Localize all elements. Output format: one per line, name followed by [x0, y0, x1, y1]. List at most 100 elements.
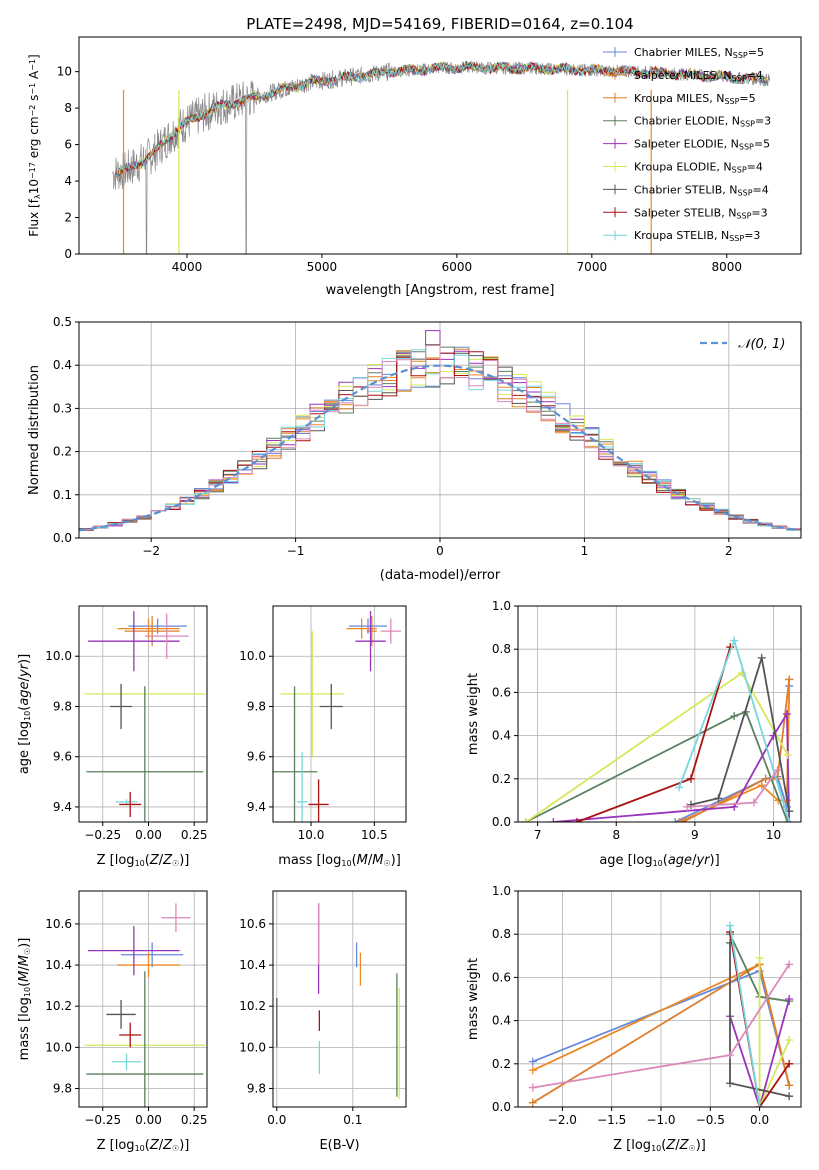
mass-weight-vs-Z-xtick-label: 0.0 — [750, 1113, 769, 1127]
mass-weight-vs-Z-x-axis-label: Z [log10(Z/Z☉)] — [613, 1138, 706, 1153]
mass-weight-vs-Z-x-axis-label-part: ☉ — [689, 1144, 696, 1153]
residuals-frame — [78, 321, 802, 539]
mass-weight-series-line — [690, 657, 791, 812]
mass-vs-Z-y-axis-label-part: ( — [17, 982, 32, 987]
legend-entry-label: Chabrier ELODIE, NSSP=3 — [634, 115, 771, 129]
age-vs-Z-x-axis-label-part: 10 — [135, 859, 145, 868]
mass-weight-vs-age-ytick-label: 0.4 — [492, 729, 511, 743]
mass-weight-vs-Z-ytick-label: 0.2 — [492, 1057, 511, 1071]
age-vs-Z-xtick-label: 0.00 — [135, 828, 162, 842]
mass-weight-series-line — [525, 710, 789, 822]
mass-weight-vs-age-x-axis-label-part: age — [668, 853, 692, 868]
spectrum-ytick-label: 0 — [64, 247, 72, 261]
legend-entry-label: Kroupa STELIB, NSSP=3 — [634, 229, 760, 243]
mass-vs-ebv-ytick-label: 10.0 — [239, 1040, 266, 1054]
mass-vs-Z-y-axis-label-part: mass [log — [17, 997, 32, 1060]
mass-weight-vs-age-y-axis-label: mass weight — [466, 673, 481, 755]
mass-weight-vs-Z-x-axis-label-part: Z — [665, 1138, 676, 1153]
residuals-xtick-label: 2 — [725, 544, 733, 558]
mass-weight-point — [785, 1081, 794, 1090]
mass-vs-ebv-ytick-label: 10.2 — [239, 999, 266, 1013]
mass-weight-vs-Z-x-axis-label-part: / — [675, 1138, 680, 1153]
mass-weight-point — [773, 766, 782, 775]
legend-entry-label-part: =4 — [747, 161, 763, 174]
spectrum-frame — [78, 36, 802, 255]
age-vs-Z-ytick-label: 9.8 — [53, 699, 72, 713]
age-vs-Z-y-axis-label-part: yr — [17, 662, 32, 678]
age-vs-mass-ytick-label: 9.4 — [247, 800, 266, 814]
mass-weight-vs-Z-ytick-label: 0.8 — [492, 927, 511, 941]
legend-entry-label-part: SSP — [736, 211, 751, 220]
age-vs-Z-y-axis-label-part: age — [17, 681, 32, 705]
mass-weight-point — [785, 818, 794, 822]
mass-weight-series-line — [678, 679, 791, 822]
spectrum-y-axis-label-part: λ — [33, 194, 42, 199]
mass-weight-point — [714, 794, 723, 803]
mass-weight-vs-age-x-axis-label-part: )] — [710, 853, 720, 868]
mass-weight-vs-Z-x-axis-label-part: )] — [696, 1138, 706, 1153]
mass-weight-vs-Z-frame — [517, 890, 802, 1108]
mass-weight-vs-Z-lines — [528, 921, 794, 1107]
legend-entry-label-part: Kroupa STELIB, N — [634, 229, 729, 242]
spectrum-x-axis-label: wavelength [Angstrom, rest frame] — [326, 283, 555, 298]
mass-weight-point — [785, 675, 794, 684]
legend-entry-label: Kroupa MILES, NSSP=5 — [634, 92, 756, 106]
mass-vs-Z-xtick-label: 0.25 — [181, 1113, 208, 1127]
mass-weight-vs-age-xtick-label: 7 — [534, 828, 542, 842]
mass-weight-point — [528, 1057, 537, 1066]
legend-entry-label-part: =4 — [753, 183, 769, 196]
mass-weight-point — [726, 921, 735, 930]
age-vs-Z-xtick-label: −0.25 — [84, 828, 121, 842]
mass-weight-vs-age-lines — [521, 636, 794, 822]
spectrum-y-axis-label-part: Flux [f — [27, 198, 41, 236]
residuals-y-axis-label: Normed distribution — [27, 365, 42, 495]
age-vs-Z-x-axis-label-part: / — [159, 853, 164, 868]
age-vs-Z-errorbars — [84, 611, 206, 822]
mass-weight-point — [785, 995, 794, 1003]
mass-vs-Z-y-axis-label-part: M — [17, 955, 32, 966]
mass-weight-vs-Z-x-axis-label-part: Z [log — [613, 1138, 651, 1153]
mass-weight-point — [730, 636, 739, 645]
age-vs-Z-x-axis-label-part: Z — [162, 853, 173, 868]
mass-vs-Z-x-axis-label-part: 10 — [135, 1144, 145, 1153]
spectrum-ytick-label: 4 — [64, 174, 72, 188]
mass-weight-vs-age-xtick-label: 9 — [691, 828, 699, 842]
age-vs-Z-x-axis-label-part: Z — [149, 853, 160, 868]
spectrum-y-axis-label-part: −17 — [28, 162, 37, 179]
legend-entry-label-part: SSP — [732, 74, 747, 83]
age-vs-Z-y-axis-label-part: age [log — [17, 721, 32, 774]
mass-vs-Z-x-axis-label-part: ( — [145, 1138, 150, 1153]
age-vs-mass-errorbars — [273, 611, 401, 822]
mass-weight-point — [686, 774, 695, 783]
residuals-ytick-label: 0.0 — [53, 531, 72, 545]
legend-entry-label-part: =5 — [739, 92, 755, 105]
legend-entry-label-part: SSP — [738, 188, 753, 197]
mass-weight-vs-Z-x-axis-label-part: Z — [679, 1138, 690, 1153]
mass-weight-point — [671, 818, 680, 822]
histograms — [79, 330, 801, 533]
legend-entry-label: Salpeter STELIB, NSSP=3 — [634, 206, 768, 220]
mass-vs-Z-ytick-label: 9.8 — [53, 1081, 72, 1095]
legend-entry-label-part: SSP — [739, 143, 754, 152]
mass-vs-Z-x-axis-label-part: )] — [179, 1138, 189, 1153]
mass-vs-ebv-ytick-label: 10.6 — [239, 917, 266, 931]
age-vs-mass-x-axis-label-part: M — [357, 853, 368, 868]
age-vs-mass-ytick-label: 10.0 — [239, 649, 266, 663]
spectrum-ytick-label: 6 — [64, 138, 72, 152]
legend-entry-label-part: =4 — [747, 69, 763, 82]
mass-weight-vs-Z-ytick-label: 0.0 — [492, 1100, 511, 1114]
legend-entry-label-part: Chabrier MILES, N — [634, 46, 733, 59]
age-vs-Z-y-axis-label-part: ( — [17, 706, 32, 711]
age-vs-mass-xtick-label: 10.0 — [298, 828, 325, 842]
mass-weight-vs-age-x-axis-label-part: ( — [663, 853, 668, 868]
residual-histogram-step — [79, 345, 801, 533]
mass-vs-Z-ytick-label: 10.4 — [45, 958, 72, 972]
mass-weight-vs-Z-xtick-label: −2.0 — [548, 1113, 577, 1127]
residuals-ytick-label: 0.1 — [53, 488, 72, 502]
spectrum-y-axis-label-part: A — [27, 70, 41, 83]
mass-vs-Z-x-axis-label-part: Z [log — [97, 1138, 135, 1153]
mass-weight-vs-age-xtick-label: 8 — [612, 828, 620, 842]
spectrum-ytick-label: 8 — [64, 101, 72, 115]
mass-weight-point — [757, 653, 766, 662]
age-vs-mass-frame — [272, 605, 407, 823]
